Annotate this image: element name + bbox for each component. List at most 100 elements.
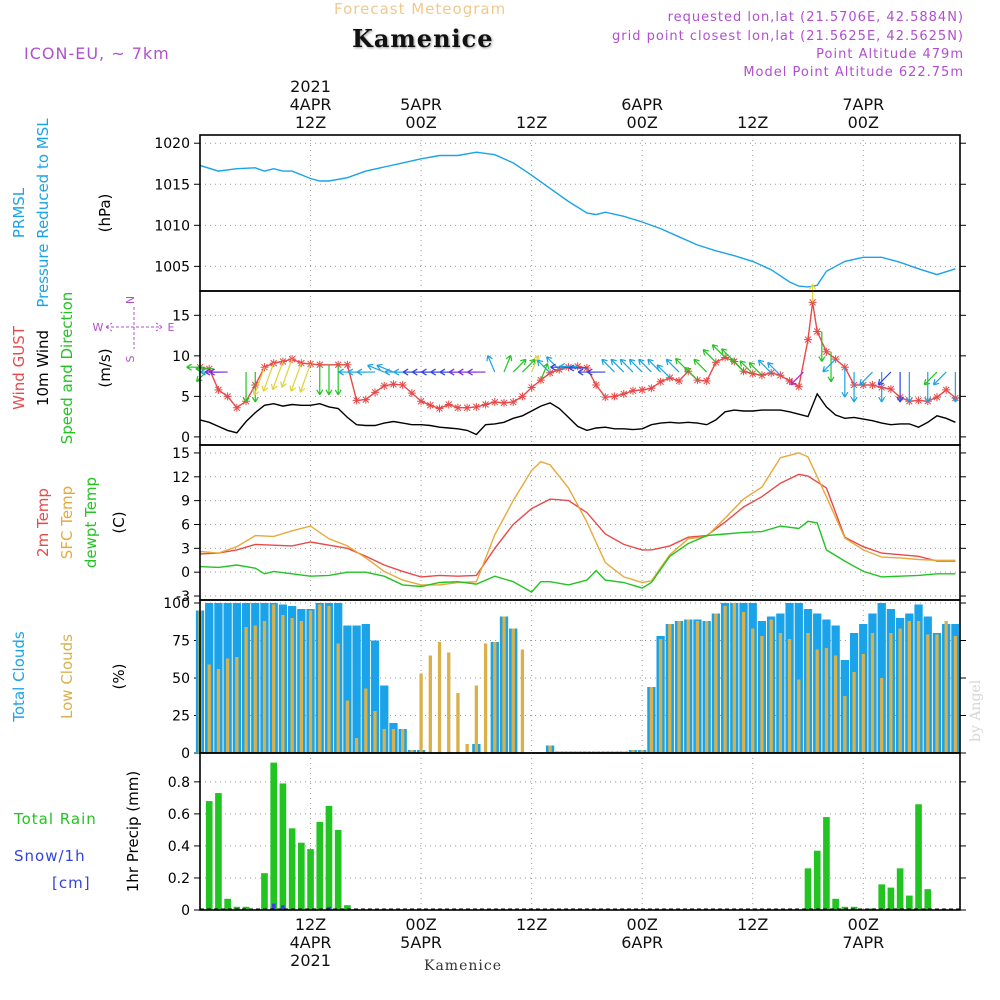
- compass-east: E: [168, 321, 175, 334]
- x-tick-label-top: 12Z: [516, 113, 547, 132]
- gust-marker: [288, 355, 297, 364]
- low-cloud-bar: [658, 639, 663, 753]
- low-cloud-bar: [686, 619, 690, 753]
- y-axis-label: (%): [110, 664, 128, 690]
- gust-marker: [804, 335, 812, 344]
- wind-arrow: [209, 368, 228, 376]
- y-axis-label: (m/s): [96, 348, 114, 387]
- wind-arrow: [748, 361, 763, 376]
- rain-bar: [878, 884, 886, 910]
- wind-arrow: [684, 366, 698, 381]
- low-cloud-bar: [290, 618, 294, 753]
- wind-arrow: [923, 371, 938, 386]
- total-cloud-bar: [343, 625, 352, 753]
- x-tick-label-bottom: 5APR: [400, 933, 442, 952]
- gust-marker: [748, 369, 757, 378]
- gust-marker: [407, 389, 416, 398]
- panel-frame: [199, 752, 961, 911]
- snow-bar: [327, 906, 331, 910]
- snow-bar: [281, 905, 285, 910]
- gust-marker: [932, 393, 941, 402]
- low-cloud-bar: [419, 673, 423, 753]
- gust-marker: [343, 360, 352, 369]
- gust-marker: [619, 389, 628, 398]
- wind-arrow: [896, 372, 904, 403]
- low-cloud-bar: [401, 729, 405, 753]
- gust-marker: [656, 377, 665, 386]
- rain-bar: [344, 905, 351, 910]
- low-cloud-bar: [797, 679, 801, 753]
- low-cloud-bar: [852, 672, 856, 753]
- x-tick-label-bottom: 6APR: [621, 933, 663, 952]
- legend-snow-unit: [cm]: [52, 874, 91, 892]
- x-tick-label-top: 12Z: [737, 113, 768, 132]
- low-cloud-bar: [889, 633, 893, 753]
- gust-marker: [628, 386, 637, 395]
- wind-arrow: [619, 358, 634, 373]
- low-cloud-bar: [364, 688, 368, 753]
- low-cloud-bar: [308, 610, 313, 753]
- rain-bar: [325, 805, 333, 910]
- low-cloud-bar: [668, 624, 672, 753]
- series-line-sfc-temp: [199, 452, 956, 586]
- low-cloud-bar: [769, 619, 773, 753]
- rain-bar: [841, 906, 849, 910]
- wind-arrow: [186, 363, 205, 371]
- gust-marker: [822, 347, 831, 356]
- wind-arrow: [334, 364, 342, 396]
- wind-arrow: [739, 360, 754, 375]
- rain-bar: [205, 801, 213, 910]
- rain-bar: [832, 898, 839, 910]
- y-tick-label: 15: [172, 446, 190, 462]
- gust-marker: [389, 380, 398, 389]
- gust-marker: [794, 382, 803, 391]
- low-cloud-bar: [751, 628, 755, 753]
- gust-marker: [693, 376, 702, 385]
- low-cloud-bar: [373, 711, 377, 753]
- x-tick-label-bottom: 12Z: [737, 915, 768, 934]
- rain-bar: [279, 783, 287, 910]
- y-tick-label: 0: [181, 746, 190, 762]
- y-tick-label: 0.4: [168, 839, 190, 855]
- gust-marker: [555, 365, 564, 374]
- y-tick-label: -3: [176, 589, 190, 605]
- low-cloud-bar: [318, 604, 322, 753]
- wind-arrow: [280, 358, 293, 388]
- rain-bar: [906, 895, 913, 910]
- y-axis-label: Wind GUST: [10, 325, 28, 410]
- total-cloud-bar: [794, 603, 803, 753]
- low-cloud-bar: [548, 745, 552, 753]
- low-cloud-bar: [253, 625, 257, 753]
- location-title: Kamenice: [352, 24, 494, 53]
- gust-marker: [214, 385, 223, 394]
- wind-arrow: [905, 372, 913, 403]
- low-cloud-bar: [806, 633, 810, 753]
- wind-arrow: [932, 371, 947, 386]
- gust-marker: [509, 398, 518, 407]
- low-cloud-bar: [225, 658, 230, 753]
- low-cloud-bar: [833, 655, 838, 753]
- panel-temperature: -3 0 3 6 9 12 15 2m Temp SFC Temp dewpt Temp (C): [34, 444, 966, 605]
- low-cloud-bar: [382, 729, 386, 753]
- low-cloud-bar: [207, 664, 211, 753]
- wind-arrow: [261, 362, 275, 392]
- low-cloud-bar: [483, 643, 488, 753]
- series-line-pressure: [199, 151, 956, 288]
- low-cloud-bar: [327, 606, 331, 753]
- point-altitude: Point Altitude 479m: [816, 47, 964, 62]
- wind-arrow: [859, 371, 873, 386]
- wind-arrow: [536, 359, 551, 374]
- low-cloud-bar: [898, 628, 902, 753]
- y-tick-label: 100: [163, 596, 190, 612]
- rain-bar: [924, 889, 932, 910]
- low-cloud-bar: [778, 633, 783, 753]
- low-cloud-bar: [944, 621, 948, 753]
- wind-arrow: [376, 363, 394, 373]
- gust-marker: [647, 384, 656, 393]
- low-cloud-bar: [714, 613, 718, 753]
- low-cloud-bar: [861, 654, 865, 753]
- wind-arrow: [521, 358, 536, 373]
- gust-marker: [518, 392, 527, 401]
- gust-marker: [490, 398, 499, 407]
